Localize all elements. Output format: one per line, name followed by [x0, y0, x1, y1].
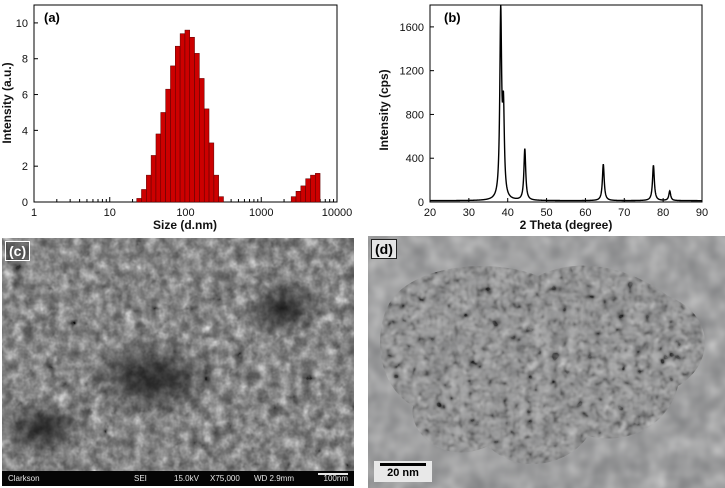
- panel-label-c: (c): [5, 241, 31, 261]
- sem-magnification: X75,000: [210, 474, 240, 483]
- histogram-bar: [175, 45, 181, 203]
- histogram-bar: [160, 112, 166, 203]
- x-tick-label: 80: [657, 207, 669, 219]
- histogram-bar: [194, 53, 200, 203]
- y-tick-label: 0: [22, 197, 28, 209]
- sem-info-bar: Clarkson SEI 15.0kV X75,000 WD 2.9mm 100…: [2, 471, 354, 486]
- histogram-bar: [155, 133, 161, 203]
- histogram-bar: [295, 191, 301, 203]
- histogram-bar: [290, 196, 297, 203]
- y-tick-label: 0: [418, 197, 424, 209]
- sem-micrograph: (c) Clarkson SEI 15.0kV X75,000 WD 2.9mm…: [2, 238, 354, 486]
- histogram-bar: [136, 198, 142, 203]
- y-tick-label: 2: [22, 161, 28, 173]
- tem-micrograph: (d) 20 nm: [368, 236, 725, 488]
- histogram-bar: [218, 196, 224, 203]
- x-tick-label: 10000: [322, 207, 353, 219]
- histogram-bar: [199, 78, 205, 203]
- xrd-series-line: [430, 4, 702, 202]
- panel-label-a: (a): [44, 10, 60, 25]
- histogram-bar: [208, 142, 215, 203]
- x-tick-label: 1000: [249, 207, 273, 219]
- sem-voltage: 15.0kV: [174, 474, 199, 483]
- x-tick-label: 90: [696, 207, 708, 219]
- histogram-bar: [165, 88, 171, 203]
- sem-texture: [2, 238, 354, 486]
- y-tick-label: 1600: [400, 22, 424, 34]
- x-tick-label: 20: [424, 207, 436, 219]
- x-tick-label: 40: [502, 207, 514, 219]
- y-tick-label: 4: [22, 125, 28, 137]
- histogram-bar: [213, 174, 219, 203]
- x-tick-label: 50: [540, 207, 552, 219]
- tem-scale-bar: 20 nm: [374, 461, 432, 482]
- panel-label-d: (d): [371, 239, 397, 259]
- x-axis-title: 2 Theta (degree): [520, 218, 613, 232]
- sem-working-distance: WD 2.9mm: [254, 474, 294, 483]
- y-tick-label: 1200: [400, 66, 424, 78]
- histogram-bar: [310, 174, 316, 203]
- x-tick-label: 10: [104, 207, 116, 219]
- tem-scale-label: 20 nm: [387, 467, 419, 479]
- x-tick-label: 30: [463, 207, 475, 219]
- histogram-bar: [184, 29, 190, 203]
- histogram-bar: [305, 178, 311, 203]
- x-tick-label: 1: [31, 207, 37, 219]
- x-axis-title: Size (d.nm): [153, 218, 217, 232]
- y-tick-label: 400: [406, 153, 424, 165]
- histogram-bar: [204, 108, 210, 203]
- histogram-bar: [170, 65, 176, 203]
- y-axis-title: Intensity (cps): [377, 69, 391, 150]
- y-tick-label: 800: [406, 109, 424, 121]
- tem-texture: [368, 236, 725, 488]
- histogram-bar: [315, 173, 321, 203]
- histogram-bar: [189, 36, 195, 203]
- xrd-pattern-chart: 0 400 800 1200 1600 20 30 40 50 60 70 80 90 (b) 2 T…: [377, 4, 708, 232]
- tem-scale-line: [380, 463, 426, 466]
- x-tick-label: 100: [176, 207, 194, 219]
- sem-scale-label: 100nm: [323, 474, 348, 483]
- x-tick-label: 70: [618, 207, 630, 219]
- y-axis-title: Intensity (a.u.): [0, 62, 14, 143]
- sem-scale-line: [318, 473, 348, 475]
- histogram-bar: [146, 174, 152, 203]
- plot-area: [429, 4, 703, 203]
- panel-label-b: (b): [444, 10, 461, 25]
- x-tick-label: 60: [579, 207, 591, 219]
- histogram-bar: [179, 33, 186, 203]
- histogram-bar: [300, 185, 306, 203]
- y-tick-label: 6: [22, 90, 28, 102]
- histogram-bar: [141, 189, 147, 203]
- sem-source: Clarkson: [8, 474, 40, 483]
- y-tick-label: 8: [22, 54, 28, 66]
- sem-detector: SEI: [134, 474, 147, 483]
- y-tick-label: 10: [16, 18, 28, 30]
- histogram-bar: [150, 155, 157, 203]
